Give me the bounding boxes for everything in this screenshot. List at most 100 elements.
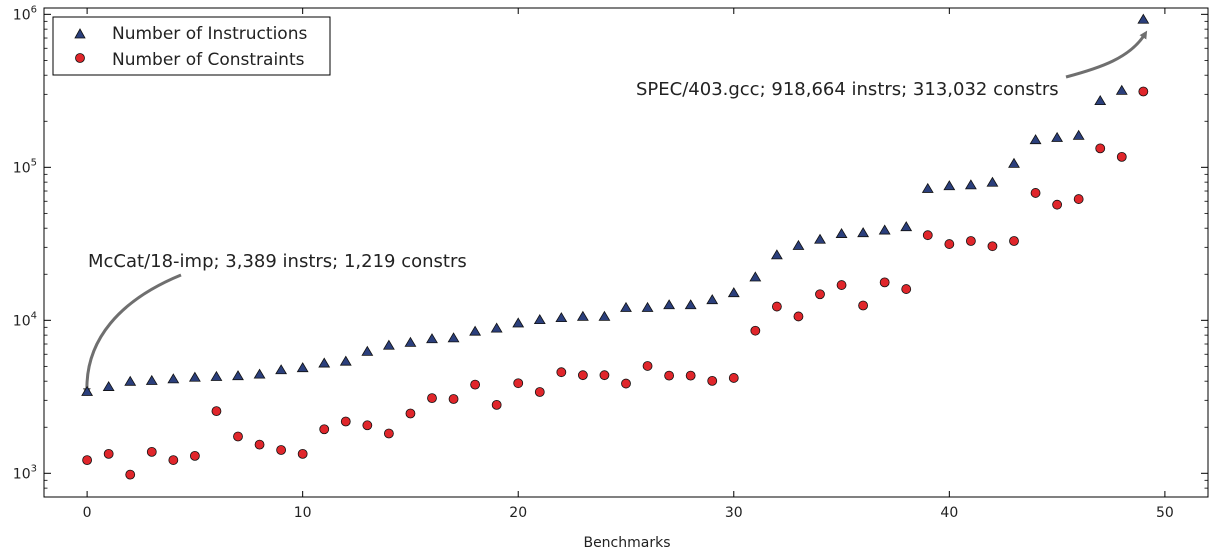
instructions-point: [210, 370, 223, 381]
instructions-point: [1115, 84, 1128, 95]
constraints-point: [513, 378, 524, 389]
constraints-point: [319, 424, 330, 435]
instructions-point: [727, 287, 740, 298]
constraints-point: [340, 416, 351, 427]
constraints-point: [836, 280, 847, 290]
x-axis-title: Benchmarks: [583, 535, 670, 551]
instructions-point: [490, 322, 503, 333]
x-tick-label: 10: [294, 505, 312, 521]
tick-labels: 0 10 20 30 40 50 103 104 105 106: [13, 4, 1174, 521]
x-tick-label: 30: [725, 505, 743, 521]
instructions-point: [339, 355, 352, 366]
instructions-point: [770, 249, 783, 260]
instructions-point: [857, 227, 870, 238]
instructions-point: [964, 179, 977, 190]
constraints-point: [1009, 236, 1019, 246]
y-tick-label: 106: [13, 4, 37, 23]
instructions-point: [576, 310, 589, 321]
instructions-point: [124, 375, 137, 386]
instructions-point: [943, 180, 956, 191]
instructions-point: [555, 312, 568, 323]
constraints-point: [685, 370, 696, 381]
constraints-point: [405, 408, 416, 419]
constraints-point: [771, 301, 782, 312]
constraints-point: [189, 450, 200, 461]
instructions-point: [986, 176, 999, 187]
instructions-point: [1137, 13, 1150, 24]
x-tick-label: 0: [83, 505, 92, 521]
instructions-point: [426, 333, 438, 344]
instructions-point: [749, 271, 762, 282]
constraints-point: [965, 236, 976, 246]
constraints-point: [879, 277, 890, 288]
constraints-point: [211, 406, 222, 417]
annotation-arrow-spec: [1065, 30, 1148, 79]
instructions-point: [1008, 157, 1020, 168]
y-tick-label: 105: [13, 157, 37, 176]
constraints-point: [82, 455, 93, 466]
constraints-point: [1052, 199, 1063, 210]
x-tick-label: 40: [940, 505, 958, 521]
constraints-point: [642, 361, 653, 371]
legend-label-constraints: Number of Constraints: [112, 50, 305, 70]
instructions-point: [641, 301, 654, 312]
instructions-point: [1051, 131, 1064, 142]
instructions-point: [296, 362, 309, 373]
constraints-point: [750, 325, 761, 336]
constraints-point: [1116, 151, 1127, 162]
instructions-point: [663, 299, 676, 310]
constraints-point: [1073, 194, 1084, 204]
instructions-point: [253, 368, 266, 379]
legend-label-instructions: Number of Instructions: [112, 24, 307, 44]
constraints-point: [815, 289, 825, 300]
annotation-arrow-mccat: [82, 273, 182, 396]
instructions-point: [900, 221, 913, 232]
ticks: [44, 8, 1208, 498]
constraints-point: [233, 431, 243, 442]
annotation-mccat: McCat/18-imp; 3,389 instrs; 1,219 constr…: [88, 251, 467, 272]
instructions-point: [188, 371, 201, 382]
constraints-point: [728, 373, 739, 383]
instructions-point: [1094, 95, 1107, 106]
constraints-point: [577, 370, 588, 381]
legend: Number of Instructions Number of Constra…: [52, 16, 331, 76]
instructions-point: [404, 336, 417, 347]
instructions-point: [598, 310, 611, 321]
instructions-point: [512, 317, 525, 328]
instructions-point: [1072, 129, 1085, 140]
constraints-point: [858, 300, 869, 311]
legend-marker-instructions: [74, 28, 86, 39]
constraints-point: [362, 420, 373, 431]
instructions-point: [533, 314, 546, 325]
instructions-point: [814, 233, 826, 244]
constraints-point: [448, 394, 459, 404]
constraints-point: [276, 445, 287, 455]
instructions-point: [620, 301, 632, 312]
constraints-point: [922, 230, 933, 241]
x-tick-label: 20: [509, 505, 527, 521]
constraints-point: [707, 375, 718, 386]
constraints-point: [125, 469, 136, 480]
constraints-point: [491, 399, 502, 410]
constraints-point: [556, 367, 567, 378]
instructions-point: [706, 294, 719, 305]
y-tick-label: 103: [13, 463, 37, 482]
plot-points: [81, 13, 1150, 480]
constraints-point: [383, 428, 394, 439]
instructions-point: [792, 239, 805, 250]
constraints-point: [793, 311, 804, 322]
constraints-point: [901, 284, 912, 294]
constraints-point: [427, 393, 437, 404]
instructions-point: [102, 380, 115, 391]
instructions-point: [1029, 134, 1042, 145]
constraints-point: [1030, 188, 1041, 198]
instructions-point: [382, 339, 395, 350]
constraints-point: [1095, 143, 1106, 154]
constraints-point: [944, 239, 955, 249]
constraints-point: [103, 448, 114, 459]
instructions-point: [684, 299, 697, 310]
constraints-point: [168, 455, 179, 465]
instructions-point: [469, 325, 482, 336]
constraints-point: [987, 241, 998, 252]
